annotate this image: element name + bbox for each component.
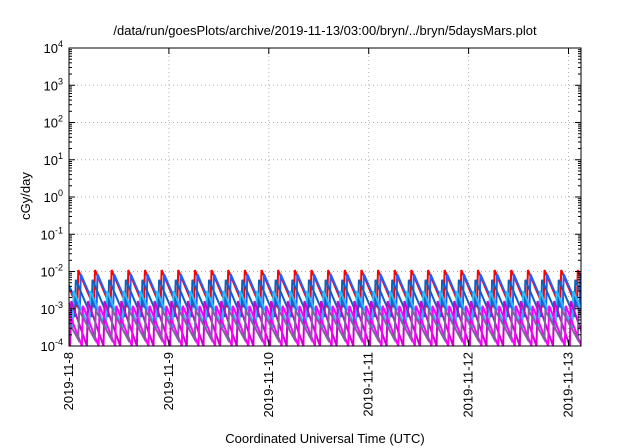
y-tick-label: 10-3 [41, 300, 63, 317]
x-axis-label: Coordinated Universal Time (UTC) [225, 431, 424, 446]
y-tick-label: 101 [44, 151, 63, 168]
y-tick-label: 10-2 [41, 263, 63, 280]
y-tick-label: 10-1 [41, 225, 63, 242]
series-line-5 [69, 300, 581, 346]
x-tick-label: 2019-11-13 [561, 352, 576, 418]
y-ticks: 10-4 10-3 10-2 10-1 100 101 102 103 104 [41, 39, 581, 354]
x-tick-label: 2019-11-10 [261, 352, 276, 418]
x-tick-label: 2019-11-12 [461, 352, 476, 418]
series-line-7 [69, 306, 581, 344]
x-ticks: 2019-11-8 2019-11-9 2019-11-10 2019-11-11 20… [61, 48, 576, 418]
x-tick-label: 2019-11-8 [61, 352, 76, 410]
series-line-6 [69, 305, 581, 346]
x-tick-label: 2019-11-9 [161, 352, 176, 410]
x-tick-label: 2019-11-11 [361, 352, 376, 417]
chart-title: /data/run/goesPlots/archive/2019-11-13/0… [113, 23, 537, 38]
y-tick-label: 103 [44, 76, 63, 93]
series-group [69, 269, 581, 346]
y-axis-label: cGy/day [18, 172, 33, 220]
y-tick-label: 104 [44, 39, 63, 56]
y-tick-label: 10-4 [41, 337, 63, 354]
y-tick-label: 102 [44, 114, 63, 131]
y-tick-label: 100 [44, 188, 63, 205]
